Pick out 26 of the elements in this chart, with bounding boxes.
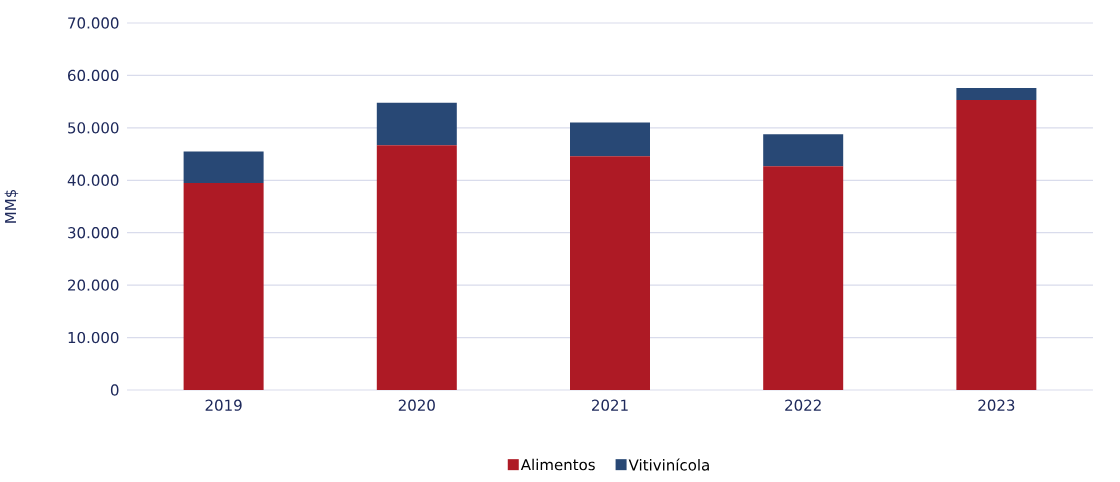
x-tick-label: 2023 [978, 399, 1015, 411]
y-tick-label: 30.000 [68, 227, 119, 239]
legend-label: Vitivinícola [628, 458, 709, 471]
legend-label: Alimentos [520, 458, 595, 471]
bar [956, 100, 1037, 390]
y-tick-label: 50.000 [68, 122, 119, 134]
bar [376, 102, 457, 146]
y-tick-label: 60.000 [68, 69, 119, 82]
y-tick-label: 0 [110, 384, 119, 396]
bar [570, 156, 650, 390]
x-tick-label: 2020 [398, 399, 435, 411]
x-tick-label: 2021 [592, 399, 628, 411]
y-tick-label: 70.000 [68, 17, 119, 29]
y-tick-label: 20.000 [68, 279, 119, 291]
bar [570, 122, 650, 157]
bar [183, 182, 264, 390]
y-tick-label: 40.000 [67, 174, 119, 186]
bar [956, 88, 1037, 101]
bar [763, 166, 844, 390]
bar [763, 134, 844, 167]
y-axis-title: MM$ [4, 190, 19, 223]
x-tick-label: 2019 [205, 399, 242, 411]
x-tick-label: 2022 [785, 399, 821, 411]
bar [376, 145, 457, 390]
bar [183, 151, 264, 183]
y-tick-label: 10.000 [68, 331, 119, 344]
